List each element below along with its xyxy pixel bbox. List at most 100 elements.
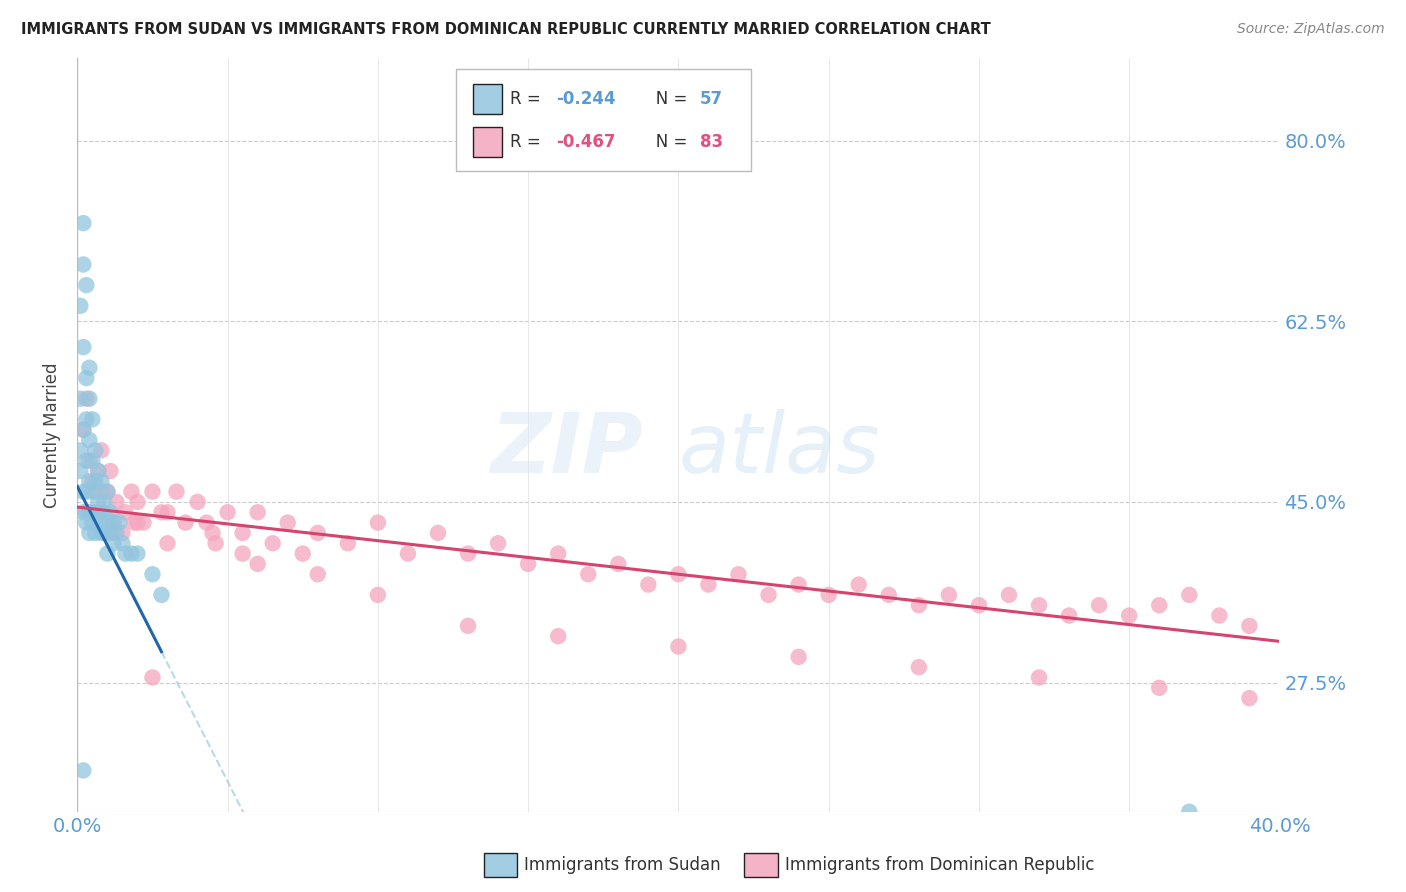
Point: [127, 547, 149, 561]
Point: [84, 525, 107, 540]
Point: [84, 505, 107, 519]
Point: [72, 340, 94, 354]
Point: [127, 516, 149, 530]
Point: [72, 423, 94, 437]
Point: [96, 484, 118, 499]
Point: [141, 671, 163, 685]
Text: Immigrants from Sudan: Immigrants from Sudan: [524, 856, 721, 874]
Text: N =: N =: [640, 90, 693, 108]
Point: [307, 567, 329, 582]
Point: [124, 516, 146, 530]
Point: [90, 484, 112, 499]
Point: [93, 525, 115, 540]
Point: [908, 598, 931, 612]
Point: [174, 516, 197, 530]
Point: [84, 484, 107, 499]
Point: [204, 536, 226, 550]
Point: [108, 516, 131, 530]
Text: -0.244: -0.244: [555, 90, 616, 108]
FancyBboxPatch shape: [472, 127, 502, 157]
Point: [1239, 619, 1261, 633]
Point: [87, 516, 110, 530]
Y-axis label: Currently Married: Currently Married: [44, 362, 62, 508]
Point: [848, 577, 870, 591]
Point: [100, 464, 122, 478]
Point: [547, 547, 569, 561]
Text: R =: R =: [510, 90, 546, 108]
Point: [1149, 681, 1171, 695]
Point: [307, 525, 329, 540]
Point: [75, 371, 97, 385]
Point: [111, 536, 134, 550]
Point: [96, 547, 118, 561]
Point: [141, 567, 163, 582]
Point: [75, 484, 97, 499]
Point: [150, 588, 173, 602]
Point: [72, 258, 94, 272]
Point: [72, 764, 94, 778]
Point: [486, 536, 509, 550]
Point: [72, 423, 94, 437]
Point: [120, 484, 142, 499]
Point: [79, 475, 101, 489]
Point: [637, 577, 659, 591]
Point: [367, 588, 389, 602]
Point: [396, 547, 419, 561]
Point: [90, 443, 112, 458]
Point: [132, 516, 155, 530]
Point: [1057, 608, 1080, 623]
Point: [787, 577, 810, 591]
Point: [120, 547, 142, 561]
Point: [79, 392, 101, 406]
Point: [103, 516, 125, 530]
FancyBboxPatch shape: [456, 70, 751, 171]
Point: [75, 278, 97, 293]
Point: [105, 495, 128, 509]
Point: [96, 484, 118, 499]
Text: R =: R =: [510, 133, 546, 151]
Point: [141, 484, 163, 499]
Point: [787, 649, 810, 664]
Text: 57: 57: [700, 90, 723, 108]
Point: [186, 495, 209, 509]
Point: [156, 536, 179, 550]
Point: [75, 392, 97, 406]
Point: [82, 453, 104, 467]
Point: [547, 629, 569, 643]
Point: [82, 475, 104, 489]
Point: [246, 557, 269, 571]
Point: [127, 495, 149, 509]
Point: [75, 453, 97, 467]
Point: [87, 464, 110, 478]
Point: [291, 547, 314, 561]
Text: atlas: atlas: [679, 409, 880, 491]
Point: [105, 525, 128, 540]
Point: [96, 516, 118, 530]
Point: [1088, 598, 1111, 612]
Point: [103, 525, 125, 540]
Point: [103, 516, 125, 530]
Point: [998, 588, 1021, 602]
Point: [87, 464, 110, 478]
Point: [1178, 588, 1201, 602]
Point: [697, 577, 720, 591]
Text: ZIP: ZIP: [489, 409, 643, 491]
Point: [217, 505, 239, 519]
Point: [166, 484, 188, 499]
Point: [69, 464, 91, 478]
Point: [82, 505, 104, 519]
Point: [262, 536, 284, 550]
Point: [967, 598, 990, 612]
Point: [195, 516, 218, 530]
Point: [90, 525, 112, 540]
Point: [457, 619, 479, 633]
Point: [427, 525, 450, 540]
Point: [100, 505, 122, 519]
Text: N =: N =: [640, 133, 693, 151]
Point: [69, 392, 91, 406]
Point: [100, 525, 122, 540]
Point: [668, 640, 690, 654]
Point: [103, 536, 125, 550]
Point: [75, 412, 97, 426]
Point: [84, 475, 107, 489]
